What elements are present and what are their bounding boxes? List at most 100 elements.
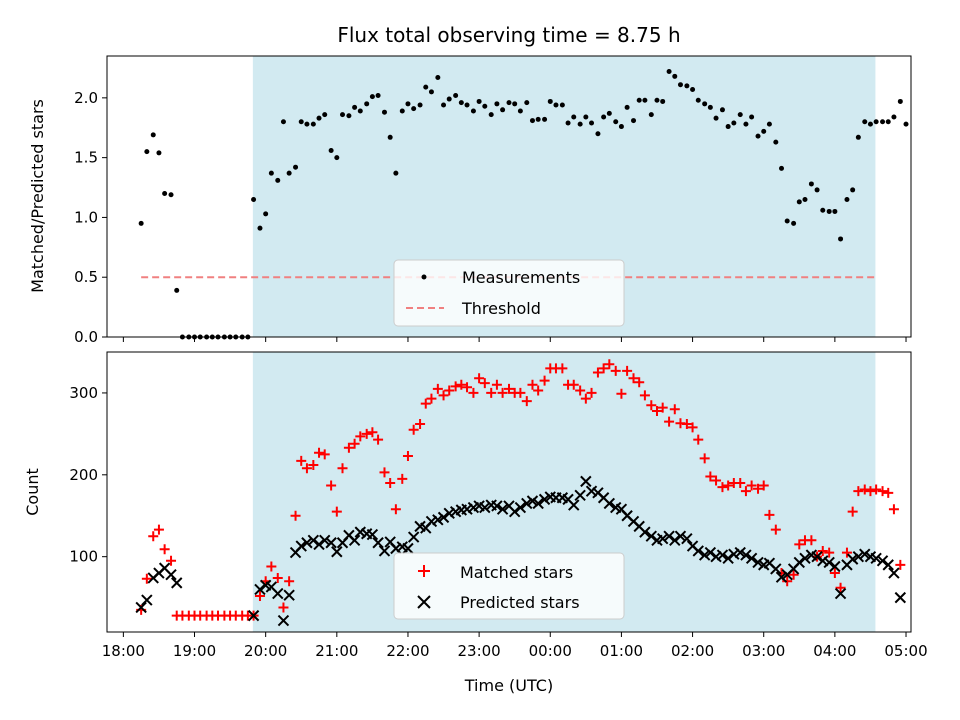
measurement-point — [517, 108, 523, 114]
x-tick-label: 20:00 — [244, 642, 287, 660]
measurement-point — [755, 133, 761, 139]
matched-star-point — [895, 559, 906, 570]
measurement-point — [399, 108, 405, 114]
measurement-point — [749, 114, 755, 120]
matched-star-point — [646, 400, 657, 411]
measurement-point — [595, 131, 601, 137]
y-tick-label: 0.0 — [74, 328, 98, 346]
predicted-star-point — [295, 540, 307, 552]
predicted-star-point — [254, 583, 266, 596]
bottom-panel: 100 200 300 18:00 19:00 20:00 21:00 22:00 23:00… — [23, 351, 928, 695]
matched-star-point — [753, 483, 764, 494]
measurement-point — [364, 101, 370, 107]
matched-star-point — [758, 480, 769, 491]
matched-star-point — [402, 450, 413, 461]
measurement-point — [251, 196, 257, 202]
matched-star-point — [326, 480, 337, 491]
matched-star-point — [349, 438, 360, 449]
measurement-point — [156, 150, 162, 156]
matched-star-point — [521, 396, 532, 407]
matched-star-point — [355, 431, 366, 442]
predicted-star-point — [277, 614, 290, 627]
measurement-point — [494, 101, 500, 107]
matched-star-point — [141, 573, 152, 584]
measurement-point — [435, 75, 441, 81]
matched-star-point — [533, 385, 544, 396]
matched-star-point — [148, 531, 159, 542]
x-tick-label: 02:00 — [671, 642, 714, 660]
predicted-star-point — [378, 545, 391, 557]
matched-star-point — [622, 365, 633, 376]
measurement-point — [850, 187, 856, 193]
x-tick-label: 01:00 — [600, 642, 643, 660]
measurement-point — [417, 102, 423, 108]
predicted-star-point — [829, 560, 841, 573]
measurement-point — [808, 181, 814, 187]
predicted-star-point — [645, 530, 658, 542]
top-legend-frame — [393, 259, 625, 327]
predicted-star-point — [372, 537, 384, 549]
measurement-point — [464, 102, 470, 108]
measurement-point — [648, 112, 654, 118]
measurement-point — [542, 116, 548, 122]
measurement-point — [453, 92, 459, 98]
top-panel: 0.00.51.01.52.0 Matched/Predicted stars … — [28, 55, 912, 346]
predicted-star-point — [325, 537, 337, 549]
measurement-point — [286, 170, 292, 176]
measurement-point — [601, 114, 607, 120]
predicted-star-point — [165, 568, 177, 581]
measurement-point — [773, 139, 779, 145]
matched-star-point — [438, 390, 449, 401]
predicted-star-point — [799, 552, 811, 565]
measurement-point — [820, 207, 826, 213]
matched-star-point — [331, 506, 342, 517]
matched-star-point — [379, 467, 390, 478]
measurement-point — [168, 192, 174, 198]
measurement-point — [654, 97, 660, 103]
measurement-point — [766, 121, 772, 127]
predicted-star-point — [479, 501, 491, 514]
measurement-point — [867, 121, 873, 127]
predicted-star-point — [568, 499, 580, 511]
measurement-point — [357, 108, 363, 114]
predicted-star-point — [508, 505, 521, 518]
measurement-point — [713, 115, 719, 121]
matched-star-point — [735, 477, 746, 488]
legend-matched-label: Matched stars — [460, 563, 573, 582]
predicted-star-point — [538, 493, 551, 506]
measurement-point — [257, 225, 263, 231]
predicted-star-point — [639, 526, 651, 538]
y-tick-label: 200 — [69, 466, 98, 484]
measurement-point — [482, 103, 488, 109]
measurement-point — [737, 112, 743, 118]
predicted-star-point — [716, 549, 729, 561]
measurement-point — [334, 155, 340, 161]
measurement-point — [702, 101, 708, 107]
matched-star-point — [788, 569, 799, 580]
matched-star-point — [408, 424, 419, 435]
predicted-star-point — [491, 500, 503, 512]
matched-star-point — [367, 427, 378, 438]
measurement-point — [162, 191, 168, 197]
measurement-point — [862, 119, 868, 125]
matched-star-point — [361, 428, 372, 439]
predicted-star-point — [811, 550, 823, 563]
top-ylabel: Matched/Predicted stars — [28, 99, 47, 293]
measurement-point — [458, 100, 464, 106]
measurement-point — [631, 118, 637, 124]
matched-star-point — [308, 459, 319, 470]
measurement-point — [328, 147, 334, 153]
matched-star-point — [693, 434, 704, 445]
matched-star-point — [829, 568, 840, 579]
measurement-point — [802, 196, 808, 202]
measurement-point — [529, 118, 535, 124]
measurement-point — [310, 121, 316, 127]
matched-star-point — [415, 419, 426, 430]
matched-star-point — [616, 388, 627, 399]
x-tick-label: 00:00 — [529, 642, 572, 660]
matched-star-point — [770, 524, 781, 535]
matched-star-point — [634, 377, 645, 388]
matched-star-point — [888, 504, 899, 515]
chart-title: Flux total observing time = 8.75 h — [337, 23, 680, 47]
